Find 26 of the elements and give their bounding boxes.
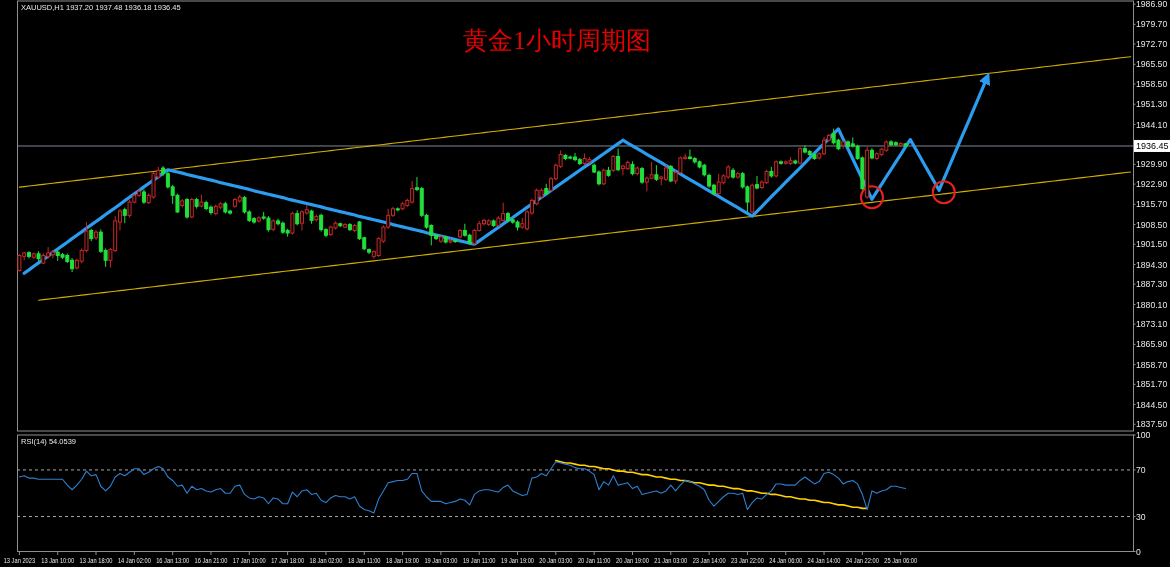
y-tick-label: 1944.10 bbox=[1136, 119, 1168, 130]
y-tick-label: 1979.70 bbox=[1136, 19, 1168, 30]
y-tick-label: 1908.50 bbox=[1136, 219, 1168, 230]
y-tick-label: 1887.30 bbox=[1136, 279, 1168, 290]
y-tick-label: 1922.90 bbox=[1136, 179, 1168, 190]
y-tick-label: 70 bbox=[1136, 464, 1146, 476]
y-tick-label: 1901.50 bbox=[1136, 239, 1168, 250]
y-tick-label: 1951.30 bbox=[1136, 99, 1168, 110]
y-tick-label: 1844.50 bbox=[1136, 399, 1168, 410]
chart-title: 黄金1小时周期图 bbox=[463, 27, 651, 54]
y-tick-label: 1915.70 bbox=[1136, 199, 1168, 210]
y-tick-label: 1986.90 bbox=[1136, 0, 1168, 10]
y-tick-label: 1873.10 bbox=[1136, 319, 1168, 330]
y-tick-label: 30 bbox=[1136, 511, 1146, 522]
y-tick-label: 1894.30 bbox=[1136, 259, 1168, 270]
y-tick-label: 100 bbox=[1136, 429, 1151, 441]
y-tick-label: 1958.50 bbox=[1136, 78, 1168, 90]
y-tick-label: 1865.90 bbox=[1136, 339, 1168, 350]
y-tick-label: 1965.50 bbox=[1136, 59, 1168, 70]
y-tick-label: 1837.50 bbox=[1136, 419, 1168, 430]
y-tick-label: 0 bbox=[1136, 546, 1141, 557]
y-tick-label: 1851.70 bbox=[1136, 379, 1168, 390]
y-tick-label: 1972.70 bbox=[1136, 38, 1168, 50]
y-tick-label: 1929.90 bbox=[1136, 159, 1168, 170]
y-tick-label: 1858.70 bbox=[1136, 359, 1168, 370]
y-tick-label: 1880.10 bbox=[1136, 299, 1168, 310]
